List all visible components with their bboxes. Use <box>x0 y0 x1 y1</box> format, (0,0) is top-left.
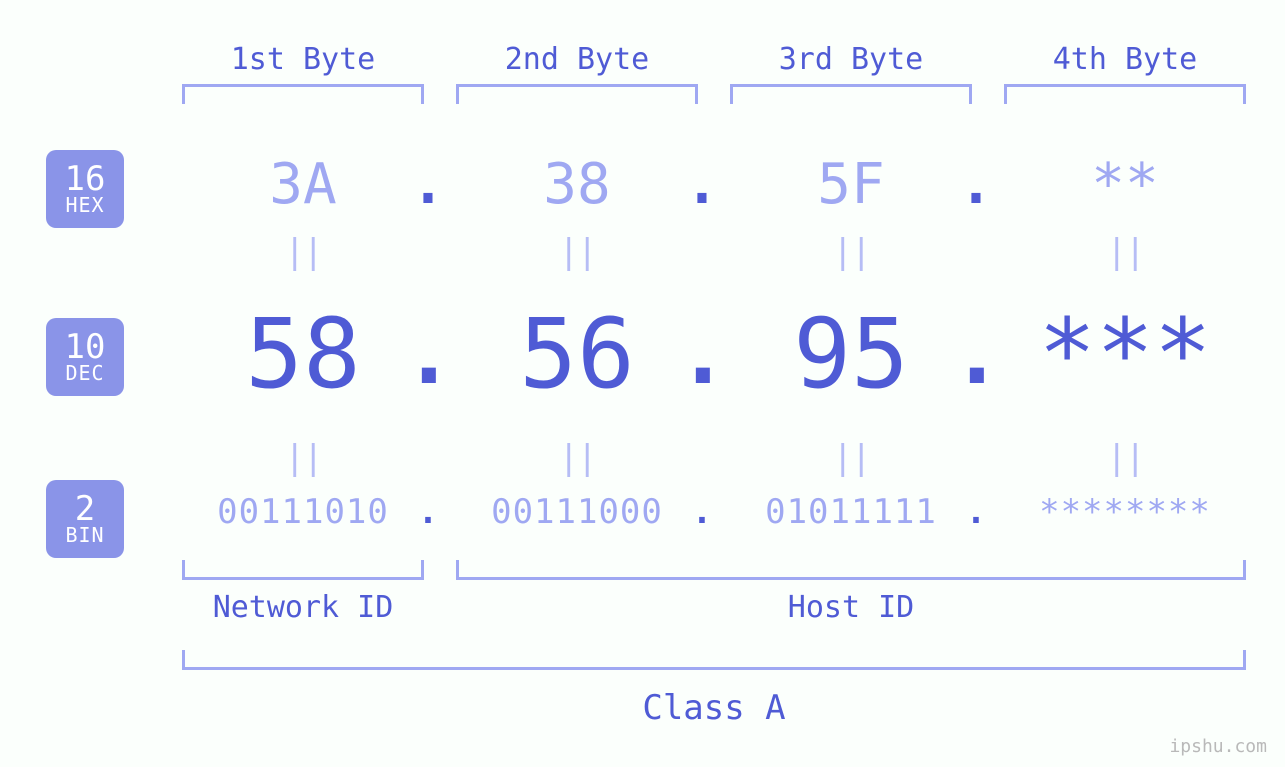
eq-2-3: || <box>730 438 972 478</box>
bin-byte-1: 00111010 <box>176 492 430 532</box>
hostid-bracket <box>456 560 1246 580</box>
byte-header-3: 3rd Byte <box>720 42 982 77</box>
hex-badge-abbr: HEX <box>46 195 124 216</box>
byte-header-2: 2nd Byte <box>446 42 708 77</box>
watermark: ipshu.com <box>1169 736 1267 757</box>
bin-dot-3: . <box>961 492 991 532</box>
bin-byte-4: ******** <box>998 492 1252 532</box>
class-label: Class A <box>182 688 1246 728</box>
netid-bracket <box>182 560 424 580</box>
top-bracket-3 <box>730 84 972 104</box>
eq-1-1: || <box>182 232 424 272</box>
dec-dot-1: . <box>403 304 453 404</box>
hostid-label: Host ID <box>456 590 1246 625</box>
eq-2-4: || <box>1004 438 1246 478</box>
dec-byte-2: 56 <box>456 298 698 410</box>
dec-dot-3: . <box>951 304 1001 404</box>
bin-badge-num: 2 <box>46 492 124 528</box>
eq-2-2: || <box>456 438 698 478</box>
dec-badge: 10 DEC <box>46 318 124 396</box>
byte-header-4: 4th Byte <box>994 42 1256 77</box>
dec-byte-3: 95 <box>730 298 972 410</box>
dec-byte-4: *** <box>1004 298 1246 410</box>
bin-byte-3: 01011111 <box>724 492 978 532</box>
byte-header-1: 1st Byte <box>172 42 434 77</box>
ip-diagram: 1st Byte 2nd Byte 3rd Byte 4th Byte 16 H… <box>0 0 1285 767</box>
bin-byte-2: 00111000 <box>450 492 704 532</box>
dec-dot-2: . <box>677 304 727 404</box>
eq-1-3: || <box>730 232 972 272</box>
eq-1-4: || <box>1004 232 1246 272</box>
hex-badge: 16 HEX <box>46 150 124 228</box>
bin-badge-abbr: BIN <box>46 525 124 546</box>
top-bracket-2 <box>456 84 698 104</box>
hex-byte-4: ** <box>1004 152 1246 217</box>
eq-2-1: || <box>182 438 424 478</box>
hex-byte-2: 38 <box>456 152 698 217</box>
hex-dot-3: . <box>956 152 996 217</box>
eq-1-2: || <box>456 232 698 272</box>
hex-dot-1: . <box>408 152 448 217</box>
netid-label: Network ID <box>182 590 424 625</box>
top-bracket-4 <box>1004 84 1246 104</box>
dec-badge-abbr: DEC <box>46 363 124 384</box>
hex-badge-num: 16 <box>46 162 124 198</box>
top-bracket-1 <box>182 84 424 104</box>
bin-dot-1: . <box>413 492 443 532</box>
bin-dot-2: . <box>687 492 717 532</box>
dec-badge-num: 10 <box>46 330 124 366</box>
hex-dot-2: . <box>682 152 722 217</box>
class-bracket <box>182 650 1246 670</box>
hex-byte-1: 3A <box>182 152 424 217</box>
dec-byte-1: 58 <box>182 298 424 410</box>
bin-badge: 2 BIN <box>46 480 124 558</box>
hex-byte-3: 5F <box>730 152 972 217</box>
